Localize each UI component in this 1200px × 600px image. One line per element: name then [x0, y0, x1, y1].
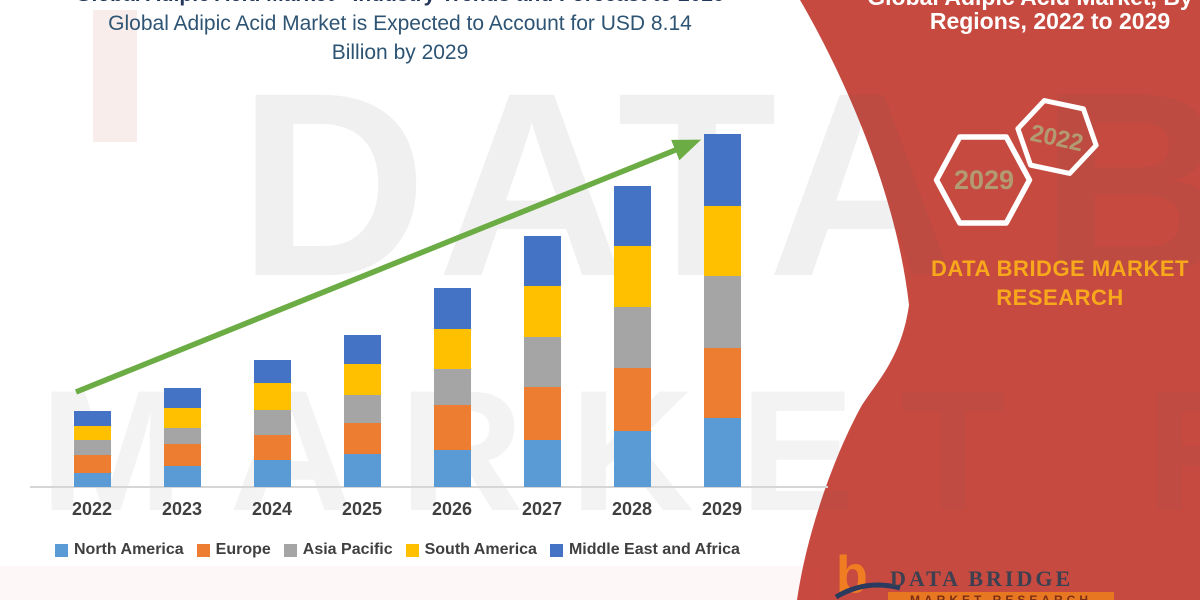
- legend-item-middle-east-and-africa: Middle East and Africa: [549, 541, 740, 559]
- bar-segment-2023-europe: [163, 444, 201, 466]
- bar-2023: [163, 127, 201, 487]
- legend-item-asia-pacific: Asia Pacific: [283, 541, 393, 559]
- data-bridge-logo-mark: b: [834, 550, 901, 600]
- bar-segment-2023-north-america: [163, 466, 201, 487]
- bar-segment-2026-middle-east-and-africa: [433, 288, 471, 329]
- bar-segment-2028-middle-east-and-africa: [613, 186, 651, 246]
- bar-segment-2022-middle-east-and-africa: [73, 411, 111, 426]
- bar-segment-2026-europe: [433, 405, 471, 450]
- bar-segment-2024-middle-east-and-africa: [253, 360, 291, 383]
- hexagon-2029-label: 2029: [954, 165, 1014, 195]
- bar-segment-2025-north-america: [343, 454, 381, 487]
- bar-segment-2027-asia-pacific: [523, 337, 561, 387]
- x-axis-line: [30, 486, 828, 488]
- bar-segment-2028-asia-pacific: [613, 307, 651, 368]
- bar-segment-2027-middle-east-and-africa: [523, 236, 561, 286]
- bar-segment-2029-north-america: [703, 418, 741, 487]
- legend-label-middle-east-and-africa: Middle East and Africa: [568, 541, 740, 558]
- legend-swatch-asia-pacific: [283, 543, 297, 557]
- year-hexagons: 2029 2022: [933, 98, 1099, 226]
- bar-segment-2025-europe: [343, 423, 381, 454]
- panel-brand-text: DATA BRIDGE MARKET RESEARCH: [931, 256, 1189, 310]
- bar-segment-2023-middle-east-and-africa: [163, 388, 201, 408]
- red-panel-path: [797, 0, 1200, 600]
- logo-swoosh: [834, 582, 901, 600]
- bar-segment-2027-europe: [523, 387, 561, 440]
- bar-segment-2023-south-america: [163, 408, 201, 428]
- bar-2029: [703, 127, 741, 487]
- bar-segment-2029-south-america: [703, 206, 741, 276]
- bar-segment-2028-south-america: [613, 246, 651, 307]
- bar-2026: [433, 127, 471, 487]
- chart-title-line2: Billion by 2029: [331, 41, 469, 64]
- bar-segment-2029-europe: [703, 348, 741, 418]
- x-tick-2029: 2029: [701, 499, 743, 519]
- x-tick-2027: 2027: [521, 499, 563, 519]
- legend-label-asia-pacific: Asia Pacific: [302, 541, 393, 558]
- bar-segment-2028-europe: [613, 368, 651, 431]
- bar-segment-2025-south-america: [343, 364, 381, 395]
- legend-label-south-america: South America: [424, 541, 537, 558]
- footer-logo: b DATA BRIDGE MARKET RESEARCH: [834, 550, 1164, 600]
- panel-heading-clipped-line: Global Adipic Acid Market, By: [860, 0, 1200, 11]
- bar-2024: [253, 127, 291, 487]
- bar-segment-2026-south-america: [433, 329, 471, 369]
- bar-segment-2023-asia-pacific: [163, 428, 201, 444]
- bar-segment-2025-middle-east-and-africa: [343, 335, 381, 364]
- x-tick-2026: 2026: [431, 499, 473, 519]
- bar-segment-2022-europe: [73, 455, 111, 473]
- x-tick-2022: 2022: [71, 499, 113, 519]
- bar-segment-2024-north-america: [253, 460, 291, 487]
- bar-2022: [73, 127, 111, 487]
- bar-segment-2029-middle-east-and-africa: [703, 134, 741, 206]
- legend-item-europe: Europe: [196, 541, 271, 559]
- bar-segment-2022-south-america: [73, 426, 111, 440]
- bar-segment-2029-asia-pacific: [703, 276, 741, 348]
- bar-segment-2024-asia-pacific: [253, 410, 291, 435]
- hexagon-2022: 2022: [1015, 98, 1099, 176]
- bar-segment-2022-asia-pacific: [73, 440, 111, 455]
- x-tick-2028: 2028: [611, 499, 653, 519]
- hexagon-2029: 2029: [933, 134, 1033, 226]
- logo-tagline-strip: MARKET RESEARCH: [888, 592, 1114, 600]
- chart-title-line1: Global Adipic Acid Market is Expected to…: [108, 12, 692, 35]
- bar-segment-2026-north-america: [433, 450, 471, 487]
- bar-2028: [613, 127, 651, 487]
- bar-segment-2025-asia-pacific: [343, 395, 381, 423]
- bar-segment-2028-north-america: [613, 431, 651, 487]
- x-tick-2024: 2024: [251, 499, 293, 519]
- legend-swatch-middle-east-and-africa: [549, 543, 563, 557]
- cropped-top-text-line: Global Adipic Acid Market - Industry Tre…: [45, 0, 755, 7]
- legend: North America Europe Asia Pacific South Ame…: [55, 541, 740, 559]
- logo-tagline: MARKET RESEARCH: [909, 593, 1092, 600]
- legend-swatch-north-america: [55, 543, 68, 557]
- legend-label-north-america: North America: [74, 541, 184, 558]
- chart-title: Global Adipic Acid Market is Expected to…: [45, 9, 755, 67]
- hexagon-2022-label: 2022: [1028, 120, 1086, 158]
- bar-segment-2024-south-america: [253, 383, 291, 410]
- x-tick-2023: 2023: [161, 499, 203, 519]
- legend-swatch-europe: [196, 543, 210, 557]
- bar-segment-2027-north-america: [523, 440, 561, 487]
- faint-pink-band: [93, 10, 137, 142]
- faint-warm-band: [0, 566, 820, 600]
- bar-2025: [343, 127, 381, 487]
- bar-segment-2026-asia-pacific: [433, 369, 471, 405]
- bar-2027: [523, 127, 561, 487]
- logo-wordmark: DATA BRIDGE: [890, 566, 1074, 591]
- bar-segment-2027-south-america: [523, 286, 561, 337]
- x-tick-2025: 2025: [341, 499, 383, 519]
- legend-item-north-america: North America: [55, 541, 184, 559]
- legend-item-south-america: South America: [405, 541, 537, 559]
- bar-segment-2022-north-america: [73, 473, 111, 487]
- legend-label-europe: Europe: [215, 541, 271, 558]
- bar-segment-2024-europe: [253, 435, 291, 460]
- legend-swatch-south-america: [405, 543, 419, 557]
- panel-heading: Regions, 2022 to 2029: [929, 8, 1171, 34]
